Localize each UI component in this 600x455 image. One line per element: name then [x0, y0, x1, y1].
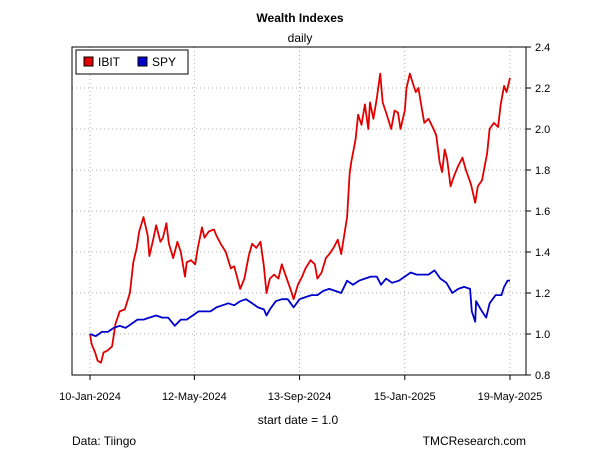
y-tick-label: 1.0	[535, 329, 550, 341]
x-tick-label: 12-May-2024	[162, 391, 227, 403]
y-tick-label: 1.8	[535, 165, 550, 177]
x-tick-label: 10-Jan-2024	[59, 391, 121, 403]
legend: IBIT SPY	[75, 49, 189, 75]
x-tick-label: 13-Sep-2024	[268, 391, 332, 403]
legend-swatch-ibit	[83, 56, 94, 67]
y-tick-label: 2.0	[535, 124, 550, 136]
legend-swatch-spy	[137, 56, 148, 67]
grid-lines	[72, 46, 526, 376]
y-tick-label: 2.4	[535, 42, 550, 54]
x-tick-label: 19-May-2025	[478, 391, 543, 403]
legend-box	[75, 49, 189, 75]
source-credit: Data: Tiingo	[72, 434, 136, 448]
series-lines	[89, 72, 511, 364]
website-credit: TMCResearch.com	[423, 434, 526, 448]
x-tick-label: 15-Jan-2025	[374, 391, 436, 403]
y-tick-label: 0.8	[535, 370, 550, 382]
series-line-spy	[89, 269, 510, 338]
chart-subtitle: daily	[288, 31, 313, 45]
legend-label-ibit: IBIT	[98, 55, 121, 69]
axes: 0.8 1.0 1.2 1.4 1.6 1.8 2.0 2.2 2.4 10-Jan-2024 12…	[59, 42, 550, 403]
y-tick-label: 1.4	[535, 247, 550, 259]
y-tick-label: 1.6	[535, 206, 550, 218]
y-tick-label: 2.2	[535, 83, 550, 95]
chart-title: Wealth Indexes	[256, 11, 343, 25]
legend-label-spy: SPY	[152, 55, 176, 69]
series-line-ibit	[89, 72, 511, 364]
y-tick-label: 1.2	[535, 288, 550, 300]
x-axis-label: start date = 1.0	[258, 413, 339, 427]
